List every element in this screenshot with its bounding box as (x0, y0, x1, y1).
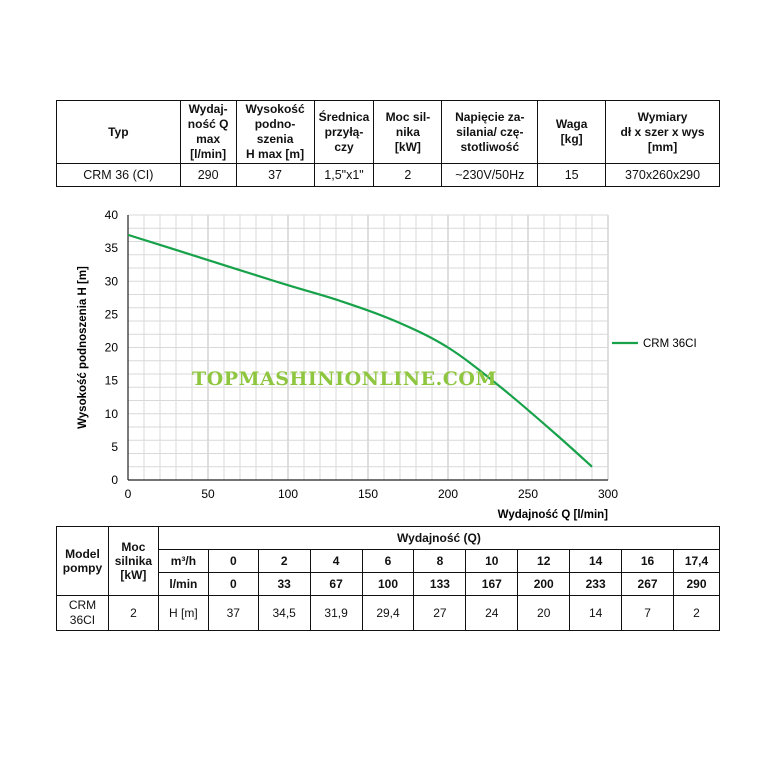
perf-header-row: Model pompy Moc silnika [kW] Wydajność (… (56, 526, 721, 596)
x-tick-label: 50 (201, 487, 215, 501)
spec-cell-2: 37 (235, 163, 315, 187)
m3h-cell: 8 (413, 549, 467, 573)
x-tick-label: 200 (438, 487, 458, 501)
y-tick-label: 5 (111, 440, 118, 454)
y-tick-label: 40 (105, 208, 119, 222)
spec-header-0: Typ (56, 100, 181, 164)
h-label: H [m] (157, 595, 209, 631)
model-header: Model pompy (56, 526, 109, 596)
m3h-label: m³/h (157, 549, 209, 573)
m3h-cell: 4 (309, 549, 363, 573)
h-cell: 14 (569, 595, 623, 631)
spec-header-6: Waga [kg] (537, 100, 607, 164)
lmin-cell: 100 (361, 572, 415, 596)
lmin-cell: 200 (517, 572, 571, 596)
m3h-cell: 16 (621, 549, 674, 573)
lmin-cell: 233 (569, 572, 623, 596)
lmin-cell: 0 (207, 572, 259, 596)
y-tick-label: 20 (105, 341, 119, 355)
h-cell: 29,4 (361, 595, 415, 631)
spec-cell-5: ~230V/50Hz (441, 163, 539, 187)
legend-label: CRM 36CI (643, 338, 697, 350)
x-tick-label: 0 (125, 487, 132, 501)
performance-table: Model pompy Moc silnika [kW] Wydajność (… (56, 526, 721, 631)
lmin-cell: 133 (413, 572, 467, 596)
y-axis-label: Wysokość podnoszenia H [m] (77, 266, 89, 429)
x-tick-label: 100 (278, 487, 298, 501)
lmin-label: l/min (157, 572, 209, 596)
spec-header-2: Wysokość podno- szenia H max [m] (235, 100, 315, 164)
y-tick-label: 30 (105, 274, 119, 288)
h-cell: 7 (621, 595, 674, 631)
y-tick-label: 15 (105, 374, 119, 388)
lmin-cell: 33 (257, 572, 311, 596)
spec-cell-3: 1,5"x1" (313, 163, 375, 187)
h-cell: 34,5 (257, 595, 311, 631)
spec-cell-4: 2 (373, 163, 443, 187)
m3h-cell: 2 (257, 549, 311, 573)
spec-cell-0: CRM 36 (CI) (56, 163, 181, 187)
spec-cell-6: 15 (537, 163, 607, 187)
m3h-cell: 17,4 (672, 549, 721, 573)
model-cell: CRM 36CI (56, 595, 109, 631)
chart-grid (127, 214, 609, 481)
pump-curve-chart: 0 50 100 150 200 250 300 0 5 10 15 20 25 30 35 40 Wydaj… (77, 208, 697, 521)
series-line-crm36ci (127, 233, 593, 468)
lmin-cell: 267 (621, 572, 674, 596)
spec-header-4: Moc sil- nika [kW] (373, 100, 443, 164)
y-tick-label: 0 (111, 473, 118, 487)
power-header: Moc silnika [kW] (107, 526, 159, 596)
chart-tick-labels: 0 50 100 150 200 250 300 0 5 10 15 20 25 30 35 40 (105, 208, 619, 501)
h-cell: 20 (517, 595, 571, 631)
lmin-cell: 67 (309, 572, 363, 596)
m3h-cell: 14 (569, 549, 623, 573)
x-tick-label: 150 (358, 487, 378, 501)
h-cell: 31,9 (309, 595, 363, 631)
x-axis-label: Wydajność Q [l/min] (498, 509, 608, 521)
spec-cell-1: 290 (179, 163, 237, 187)
h-cell: 2 (672, 595, 721, 631)
spec-header-7: Wymiary dł x szer x wys [mm] (605, 100, 720, 164)
h-cell: 37 (207, 595, 259, 631)
spec-header-1: Wydaj- ność Q max [l/min] (179, 100, 237, 164)
y-tick-label: 10 (105, 407, 119, 421)
x-tick-label: 250 (518, 487, 538, 501)
h-cell: 27 (413, 595, 467, 631)
h-cell: 24 (465, 595, 519, 631)
spec-header-5: Napięcie za- silania/ czę- stotliwość (441, 100, 539, 164)
watermark-text: TOPMASHINIONLINE.COM (192, 368, 497, 390)
head-row: CRM 36CI 2 H [m] 37 34,5 31,9 29,4 27 24 20 14 7… (56, 595, 721, 631)
spec-table: Typ Wydaj- ność Q max [l/min] Wysokość pod… (56, 100, 720, 187)
spec-header-row: Typ Wydaj- ność Q max [l/min] Wysokość pod… (56, 100, 720, 164)
lmin-cell: 167 (465, 572, 519, 596)
spec-header-3: Średnica przyłą- czy (313, 100, 375, 164)
lmin-cell: 290 (672, 572, 721, 596)
spec-data-row: CRM 36 (CI) 290 37 1,5"x1" 2 ~230V/50Hz 15 370x… (56, 163, 720, 187)
y-tick-label: 35 (105, 241, 119, 255)
m3h-cell: 0 (207, 549, 259, 573)
m3h-cell: 6 (361, 549, 415, 573)
y-tick-label: 25 (105, 307, 119, 321)
spec-cell-7: 370x260x290 (605, 163, 720, 187)
m3h-cell: 12 (517, 549, 571, 573)
chart-axes (127, 215, 608, 481)
flow-header: Wydajność (Q) (157, 526, 721, 550)
x-tick-label: 300 (598, 487, 618, 501)
power-cell: 2 (107, 595, 159, 631)
m3h-cell: 10 (465, 549, 519, 573)
